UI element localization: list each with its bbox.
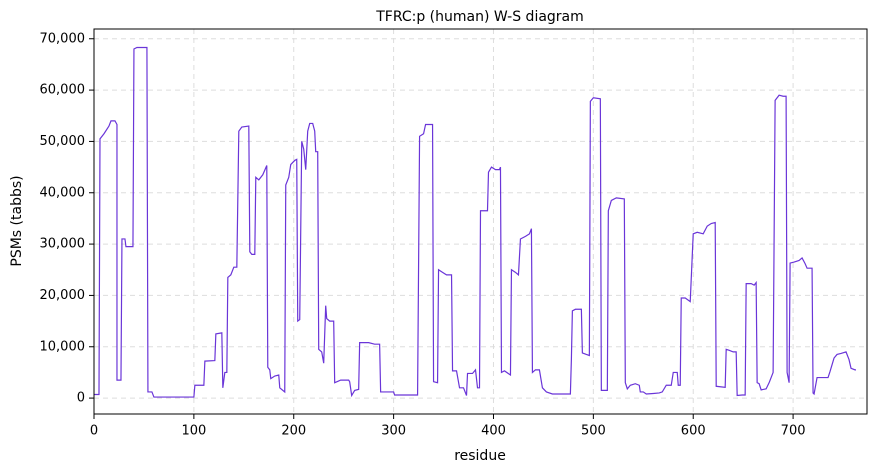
y-axis-label: PSMs (tabbs) bbox=[9, 175, 25, 266]
y-tick-label: 0 bbox=[77, 391, 85, 406]
y-tick-label: 50,000 bbox=[40, 134, 86, 149]
plot-frame bbox=[93, 28, 868, 415]
x-tick-label: 700 bbox=[781, 424, 806, 439]
x-tick-label: 400 bbox=[481, 424, 506, 439]
y-tick-label: 10,000 bbox=[40, 339, 86, 354]
x-tick-label: 600 bbox=[681, 424, 706, 439]
x-axis-label: residue bbox=[454, 448, 506, 464]
x-tick-label: 300 bbox=[381, 424, 406, 439]
data-line bbox=[94, 46, 857, 398]
x-tick-label: 0 bbox=[90, 424, 98, 439]
y-tick-label: 40,000 bbox=[40, 185, 86, 200]
y-tick-label: 30,000 bbox=[40, 237, 86, 252]
x-tick-label: 500 bbox=[581, 424, 606, 439]
x-tick-label: 100 bbox=[181, 424, 206, 439]
y-tick-label: 20,000 bbox=[40, 288, 86, 303]
x-tick-label: 200 bbox=[281, 424, 306, 439]
y-tick-label: 70,000 bbox=[40, 31, 86, 46]
chart-title: TFRC:p (human) W-S diagram bbox=[375, 9, 584, 25]
y-tick-label: 60,000 bbox=[40, 83, 86, 98]
